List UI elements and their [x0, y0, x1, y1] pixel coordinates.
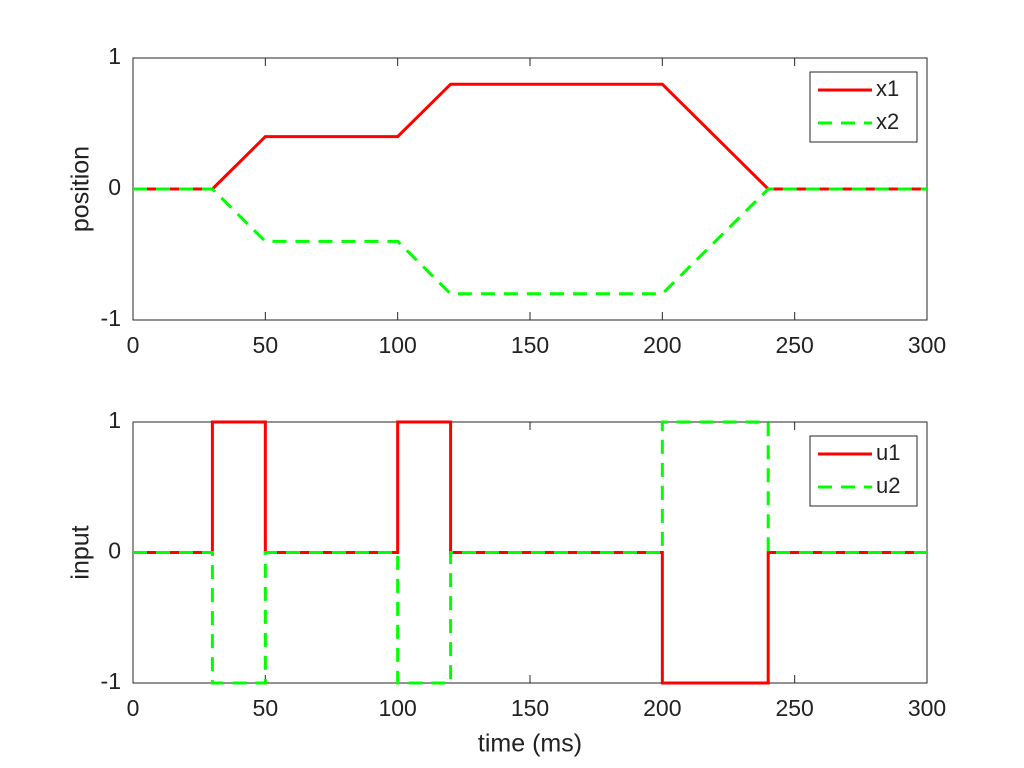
- series-line: [133, 82, 927, 191]
- legend-box: [809, 435, 918, 507]
- series-line: [133, 420, 927, 685]
- x-tick-label: 250: [775, 332, 813, 358]
- x-axis-label: time (ms): [478, 730, 582, 758]
- legend-label: u2: [876, 473, 900, 498]
- y-tick-label: -1: [101, 668, 121, 694]
- x-tick-label: 50: [253, 332, 279, 358]
- y-tick-label: 0: [108, 538, 121, 564]
- y-axis-label: position: [67, 146, 95, 232]
- series-line: [133, 420, 927, 685]
- legend-label: x1: [876, 76, 899, 101]
- x-tick-label: 200: [643, 695, 681, 721]
- x-tick-label: 300: [908, 332, 946, 358]
- legend-box: [809, 71, 918, 143]
- y-tick-label: -1: [101, 305, 121, 331]
- legend-label: u1: [876, 440, 900, 465]
- x-tick-label: 100: [378, 695, 416, 721]
- x-tick-label: 0: [127, 695, 140, 721]
- x-tick-label: 200: [643, 332, 681, 358]
- legend-label: x2: [876, 109, 899, 134]
- y-tick-label: 0: [108, 174, 121, 200]
- x-tick-label: 250: [775, 695, 813, 721]
- y-tick-label: 1: [108, 43, 121, 69]
- x-tick-label: 0: [127, 332, 140, 358]
- x-tick-label: 100: [378, 332, 416, 358]
- x-tick-label: 50: [253, 695, 279, 721]
- y-tick-label: 1: [108, 407, 121, 433]
- x-tick-label: 150: [511, 695, 549, 721]
- x-tick-label: 300: [908, 695, 946, 721]
- x-tick-label: 150: [511, 332, 549, 358]
- y-axis-label: input: [67, 525, 95, 579]
- series-line: [133, 187, 927, 296]
